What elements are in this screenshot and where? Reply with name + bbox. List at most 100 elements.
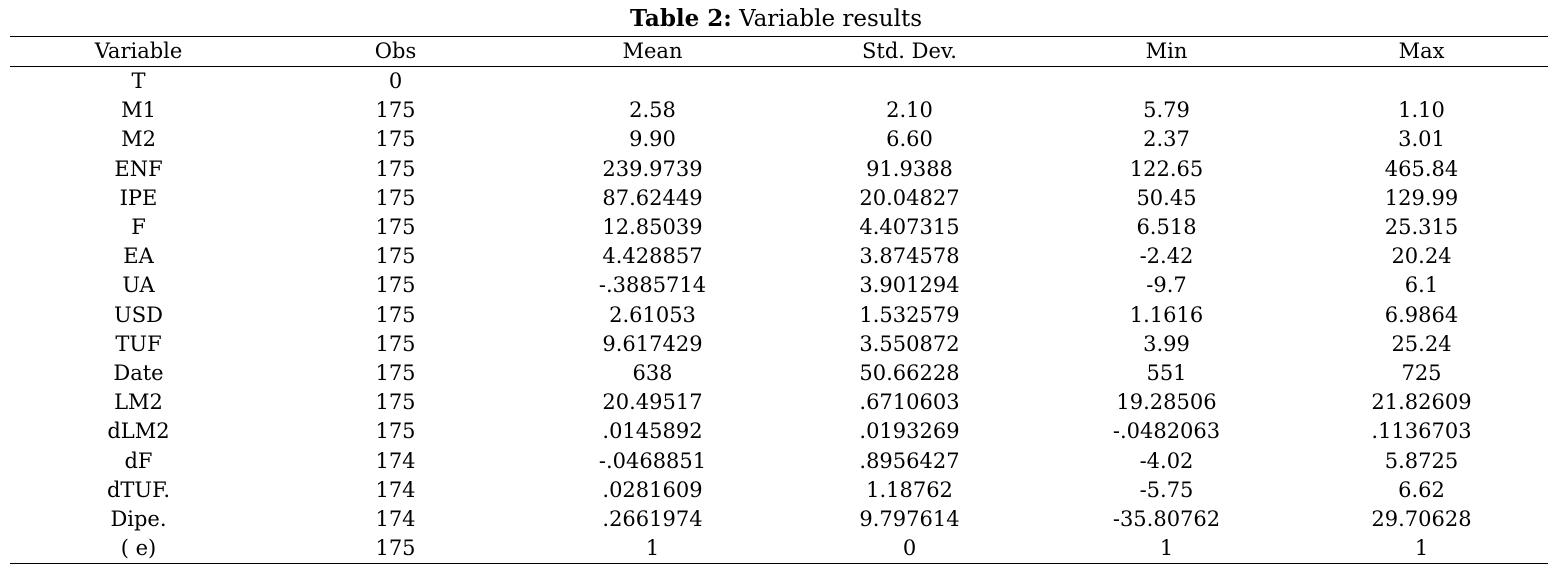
column-header-max: Max bbox=[1398, 39, 1445, 63]
cell-variable: IPE bbox=[119, 185, 158, 210]
cell-variable: Date bbox=[113, 361, 164, 386]
table-row: M2 175 9.90 6.60 2.37 3.01 bbox=[10, 125, 1548, 154]
table-body: T 0 M1 175 2.58 2.10 5.79 1.10 M2 175 9.90 6.60 2.37… bbox=[10, 67, 1548, 564]
cell-min: -35.80762 bbox=[1112, 507, 1221, 532]
column-header-mean: Mean bbox=[622, 39, 683, 63]
cell-std-dev: .6710603 bbox=[859, 390, 960, 415]
column-header-variable: Variable bbox=[94, 39, 183, 63]
column-header-min: Min bbox=[1145, 39, 1188, 63]
cell-obs: 175 bbox=[375, 390, 416, 415]
cell-mean: 4.428857 bbox=[602, 244, 703, 269]
cell-obs: 175 bbox=[375, 215, 416, 240]
cell-max: 29.70628 bbox=[1371, 507, 1472, 532]
table-container: Variable Obs Mean Std. Dev. Min Max T 0 M1 175 2.… bbox=[10, 36, 1548, 564]
cell-variable: T bbox=[131, 69, 146, 93]
cell-std-dev: 3.874578 bbox=[859, 244, 960, 269]
cell-min: -4.02 bbox=[1139, 448, 1194, 473]
cell-std-dev: 2.10 bbox=[886, 98, 933, 123]
table-row: TUF 175 9.617429 3.550872 3.99 25.24 bbox=[10, 330, 1548, 359]
cell-mean: 1 bbox=[645, 536, 660, 561]
cell-min bbox=[1038, 67, 1295, 97]
header-row: Variable Obs Mean Std. Dev. Min Max bbox=[10, 36, 1548, 67]
table-row: Date 175 638 50.66228 551 725 bbox=[10, 359, 1548, 388]
cell-variable: dLM2 bbox=[107, 419, 170, 444]
cell-min: 19.28506 bbox=[1116, 390, 1217, 415]
cell-min: 1 bbox=[1159, 536, 1174, 561]
cell-max: 5.8725 bbox=[1384, 448, 1459, 473]
cell-max: 3.01 bbox=[1398, 127, 1445, 152]
cell-mean: 2.61053 bbox=[609, 302, 696, 327]
cell-mean: .2661974 bbox=[602, 507, 703, 532]
cell-max: 129.99 bbox=[1384, 185, 1459, 210]
cell-obs: 175 bbox=[375, 156, 416, 181]
cell-std-dev: 6.60 bbox=[886, 127, 933, 152]
cell-mean: .0281609 bbox=[602, 477, 703, 502]
cell-min: 3.99 bbox=[1143, 331, 1190, 356]
cell-mean: 12.85039 bbox=[602, 215, 703, 240]
cell-mean: 9.617429 bbox=[602, 331, 703, 356]
cell-std-dev: .8956427 bbox=[859, 448, 960, 473]
cell-max: 6.62 bbox=[1398, 477, 1445, 502]
cell-max: 1 bbox=[1414, 536, 1429, 561]
cell-max: 1.10 bbox=[1398, 98, 1445, 123]
cell-std-dev: 50.66228 bbox=[859, 361, 960, 386]
cell-mean: -.0468851 bbox=[598, 448, 707, 473]
cell-max: 25.24 bbox=[1391, 331, 1452, 356]
cell-min: 6.518 bbox=[1136, 215, 1197, 240]
cell-max: 6.9864 bbox=[1384, 302, 1459, 327]
table-caption: Table 2: Variable results bbox=[0, 4, 1552, 34]
table-row: USD 175 2.61053 1.532579 1.1616 6.9864 bbox=[10, 301, 1548, 330]
cell-variable: F bbox=[131, 215, 146, 240]
cell-min: 551 bbox=[1146, 361, 1187, 386]
table-header: Variable Obs Mean Std. Dev. Min Max bbox=[10, 36, 1548, 67]
cell-max: 25.315 bbox=[1384, 215, 1459, 240]
cell-obs: 174 bbox=[375, 507, 416, 532]
table-row: M1 175 2.58 2.10 5.79 1.10 bbox=[10, 96, 1548, 125]
cell-max: 465.84 bbox=[1384, 156, 1459, 181]
cell-std-dev bbox=[781, 67, 1038, 97]
column-header-obs: Obs bbox=[374, 39, 417, 63]
cell-variable: Dipe. bbox=[110, 507, 167, 532]
cell-obs: 175 bbox=[375, 536, 416, 561]
cell-obs: 175 bbox=[375, 127, 416, 152]
cell-mean: 239.9739 bbox=[602, 156, 703, 181]
table-row: dF 174 -.0468851 .8956427 -4.02 5.8725 bbox=[10, 447, 1548, 476]
cell-std-dev: 4.407315 bbox=[859, 215, 960, 240]
cell-std-dev: 9.797614 bbox=[859, 507, 960, 532]
cell-std-dev: 3.550872 bbox=[859, 331, 960, 356]
cell-mean: .0145892 bbox=[602, 419, 703, 444]
cell-min: -9.7 bbox=[1146, 273, 1187, 298]
table-row: dLM2 175 .0145892 .0193269 -.0482063 .1136703 bbox=[10, 417, 1548, 446]
cell-variable: dF bbox=[124, 448, 153, 473]
cell-min: 5.79 bbox=[1143, 98, 1190, 123]
cell-mean: 638 bbox=[632, 361, 673, 386]
variable-results-table: Variable Obs Mean Std. Dev. Min Max T 0 M1 175 2.… bbox=[10, 36, 1548, 564]
table-row: dTUF. 174 .0281609 1.18762 -5.75 6.62 bbox=[10, 476, 1548, 505]
cell-min: -.0482063 bbox=[1112, 419, 1221, 444]
table-row: Dipe. 174 .2661974 9.797614 -35.80762 29.7062… bbox=[10, 505, 1548, 534]
cell-variable: TUF bbox=[115, 331, 162, 356]
cell-std-dev: 91.9388 bbox=[866, 156, 953, 181]
cell-obs: 175 bbox=[375, 361, 416, 386]
table-row: LM2 175 20.49517 .6710603 19.28506 21.82609 bbox=[10, 388, 1548, 417]
cell-variable: UA bbox=[122, 273, 155, 298]
cell-variable: dTUF. bbox=[106, 477, 171, 502]
cell-variable: ( e) bbox=[120, 536, 157, 561]
cell-std-dev: .0193269 bbox=[859, 419, 960, 444]
cell-obs: 175 bbox=[375, 331, 416, 356]
cell-obs: 175 bbox=[375, 185, 416, 210]
cell-max: 21.82609 bbox=[1371, 390, 1472, 415]
cell-mean: 9.90 bbox=[629, 127, 676, 152]
cell-obs: 175 bbox=[375, 244, 416, 269]
table-row: UA 175 -.3885714 3.901294 -9.7 6.1 bbox=[10, 271, 1548, 300]
table-row: IPE 175 87.62449 20.04827 50.45 129.99 bbox=[10, 184, 1548, 213]
cell-obs: 175 bbox=[375, 98, 416, 123]
cell-obs: 175 bbox=[375, 419, 416, 444]
cell-obs: 175 bbox=[375, 273, 416, 298]
cell-min: -5.75 bbox=[1139, 477, 1194, 502]
cell-variable: M2 bbox=[121, 127, 156, 152]
cell-mean bbox=[524, 67, 781, 97]
cell-min: 2.37 bbox=[1143, 127, 1190, 152]
table-row: ( e) 175 1 0 1 1 bbox=[10, 534, 1548, 564]
cell-mean: 2.58 bbox=[629, 98, 676, 123]
